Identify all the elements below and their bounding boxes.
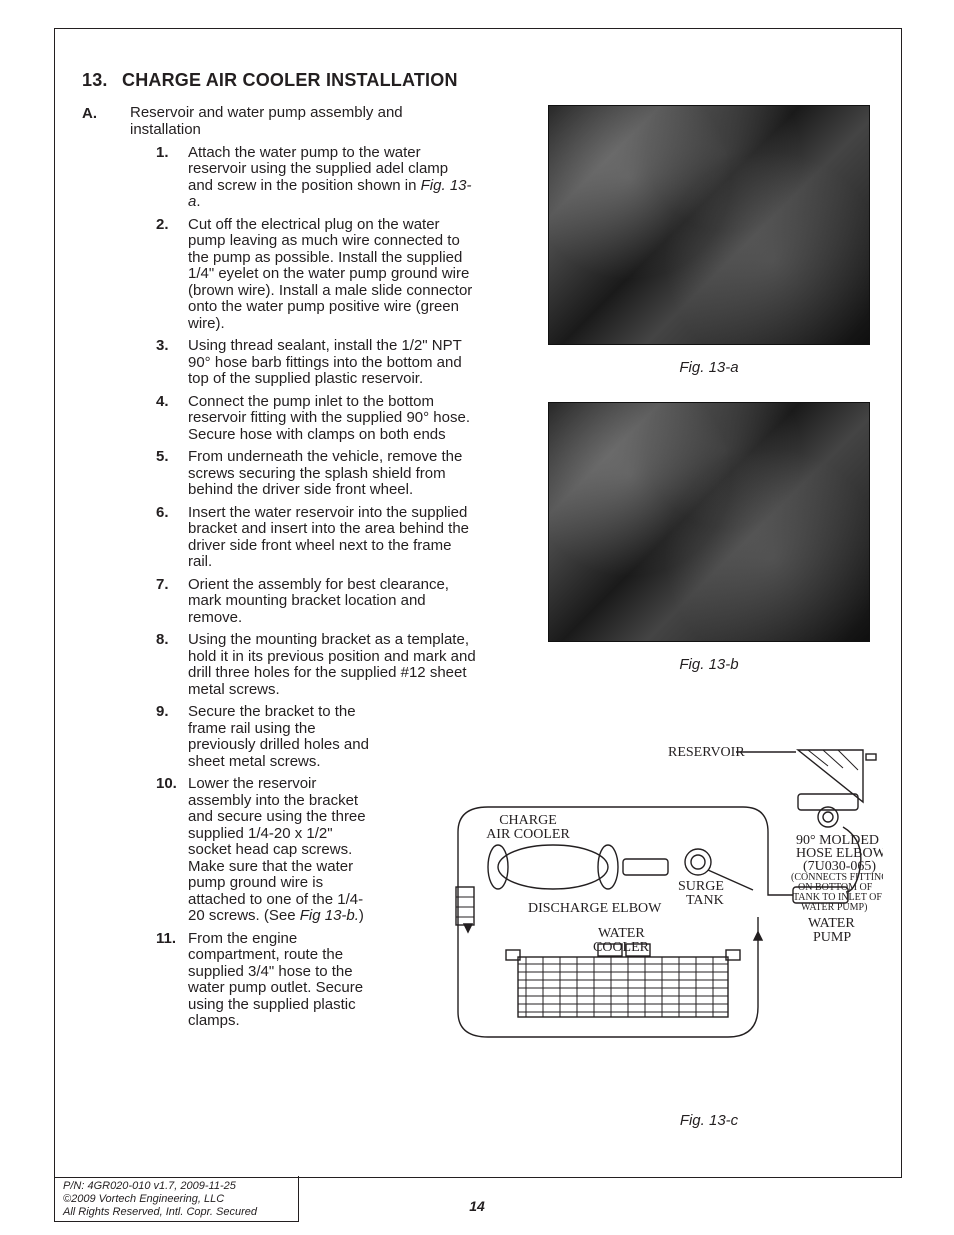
step-number: 3. [156, 338, 188, 388]
footer-line-1: P/N: 4GR020-010 v1.7, 2009-11-25 [63, 1180, 290, 1193]
step-item: 3. Using thread sealant, install the 1/2… [156, 338, 476, 388]
section-number: 13. [82, 70, 122, 91]
diagram-label-elbow4d: WATER PUMP) [801, 902, 867, 913]
step-text: Using thread sealant, install the 1/2" N… [188, 338, 476, 388]
diagram-label-charge: CHARGE [499, 813, 557, 828]
figure-13b: Fig. 13-b [548, 402, 870, 673]
section-heading: 13.CHARGE AIR COOLER INSTALLATION [82, 70, 882, 91]
step-item: 10. Lower the reservoir assembly into th… [156, 776, 376, 925]
step-text: Cut off the electrical plug on the water… [188, 217, 476, 333]
step-text: Lower the reservoir assembly into the br… [188, 776, 376, 925]
diagram-label-surge2: TANK [686, 893, 724, 908]
step-text: Attach the water pump to the water reser… [188, 145, 476, 211]
diagram-label-discharge: DISCHARGE ELBOW [528, 901, 662, 916]
step-number: 9. [156, 704, 188, 770]
step-item: 9. Secure the bracket to the frame rail … [156, 704, 376, 770]
step-number: 5. [156, 449, 188, 499]
step-text: Using the mounting bracket as a template… [188, 632, 476, 698]
step-item: 1. Attach the water pump to the water re… [156, 145, 476, 211]
subsection-text: Reservoir and water pump assembly and in… [130, 105, 460, 139]
step-number: 8. [156, 632, 188, 698]
step-item: 11. From the engine compartment, route t… [156, 931, 376, 1030]
step-number: 6. [156, 505, 188, 571]
step-number: 7. [156, 577, 188, 627]
diagram-label-surge1: SURGE [678, 879, 724, 894]
step-text: Secure the bracket to the frame rail usi… [188, 704, 376, 770]
figure-13c-diagram: RESERVOIR CHARGE AIR COOLER 90° MOLDED H… [398, 732, 883, 1087]
step-text: Orient the assembly for best clearance, … [188, 577, 476, 627]
step-item: 2. Cut off the electrical plug on the wa… [156, 217, 476, 333]
figure-caption: Fig. 13-b [548, 656, 870, 673]
figure-photo [548, 105, 870, 345]
page-number: 14 [0, 1198, 954, 1214]
subsection-marker: A. [82, 105, 130, 139]
figure-caption: Fig. 13-c [548, 1112, 870, 1129]
diagram-label-water1: WATER [598, 926, 645, 941]
step-item: 7. Orient the assembly for best clearanc… [156, 577, 476, 627]
step-number: 4. [156, 394, 188, 444]
steps-list-narrow: 9. Secure the bracket to the frame rail … [156, 704, 376, 1030]
step-number: 1. [156, 145, 188, 211]
step-text: Insert the water reservoir into the supp… [188, 505, 476, 571]
step-text: From the engine compartment, route the s… [188, 931, 376, 1030]
diagram-label-reservoir: RESERVOIR [668, 745, 745, 760]
figure-13a: Fig. 13-a [548, 105, 870, 376]
step-number: 10. [156, 776, 188, 925]
diagram-label-aircooler: AIR COOLER [486, 827, 570, 842]
diagram-label-pump1: WATER [808, 916, 855, 931]
steps-list: 1. Attach the water pump to the water re… [156, 145, 476, 699]
diagram-label-pump2: PUMP [813, 930, 851, 945]
step-text: From underneath the vehicle, remove the … [188, 449, 476, 499]
diagram-label-water2: COOLER [593, 940, 650, 955]
step-item: 4. Connect the pump inlet to the bottom … [156, 394, 476, 444]
step-number: 2. [156, 217, 188, 333]
figure-caption: Fig. 13-a [548, 359, 870, 376]
step-item: 5. From underneath the vehicle, remove t… [156, 449, 476, 499]
step-item: 8. Using the mounting bracket as a templ… [156, 632, 476, 698]
figure-13c-caption-block: Fig. 13-c [548, 1112, 870, 1129]
section-title-text: CHARGE AIR COOLER INSTALLATION [122, 70, 458, 90]
step-item: 6. Insert the water reservoir into the s… [156, 505, 476, 571]
step-text: Connect the pump inlet to the bottom res… [188, 394, 476, 444]
figure-photo [548, 402, 870, 642]
step-number: 11. [156, 931, 188, 1030]
